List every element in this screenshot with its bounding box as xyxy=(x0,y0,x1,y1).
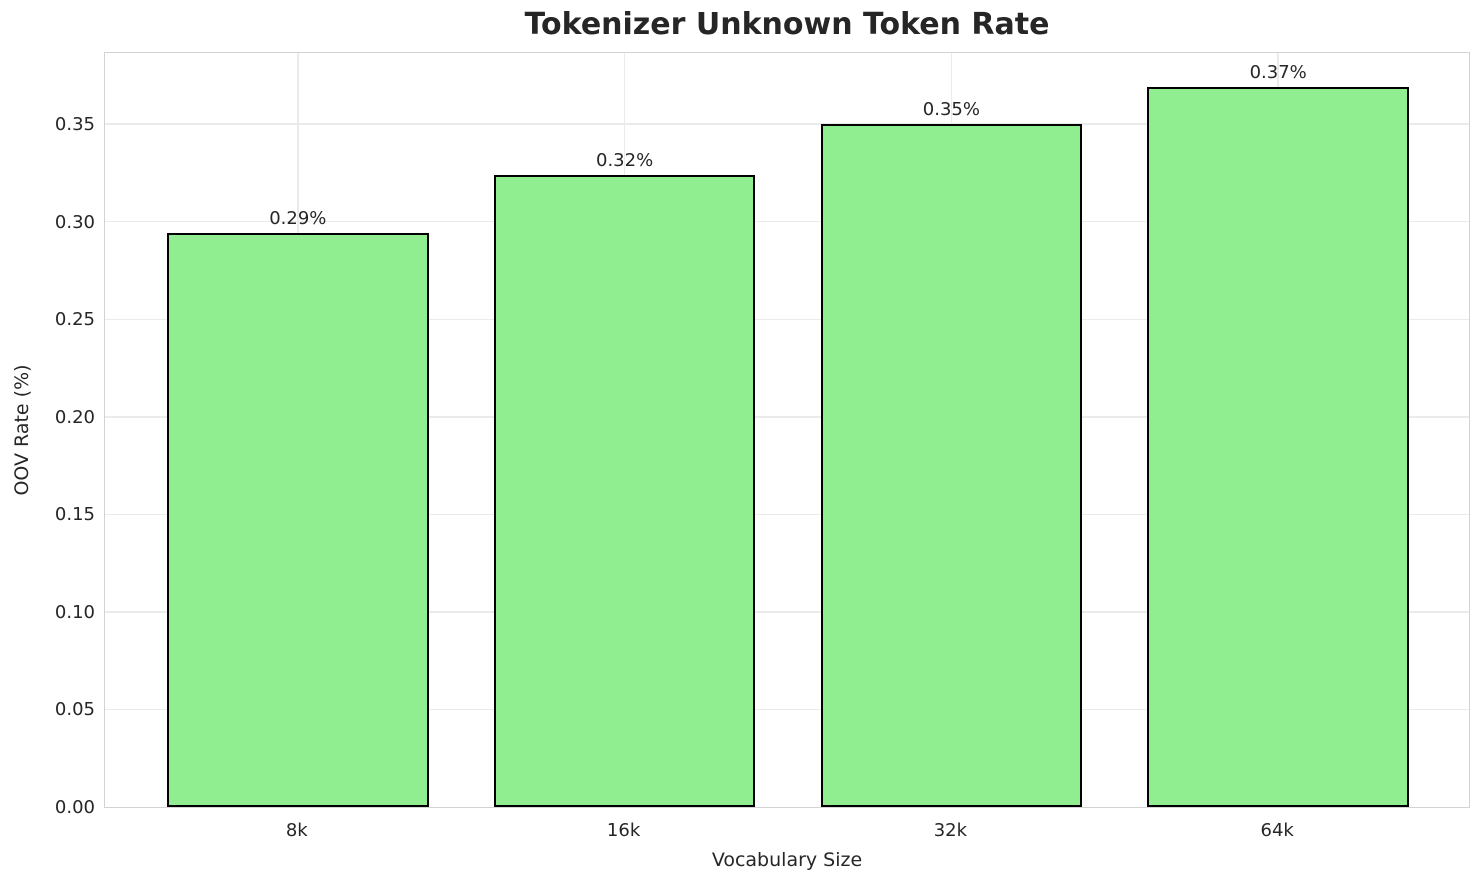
y-tick-label: 0.30 xyxy=(54,211,95,233)
y-tick-label: 0.05 xyxy=(54,699,95,721)
y-tick-label: 0.25 xyxy=(54,309,95,331)
bar-8k xyxy=(167,233,429,807)
chart-title: Tokenizer Unknown Token Rate xyxy=(524,7,1050,42)
y-tick-label: 0.20 xyxy=(54,406,95,428)
x-tick-label: 8k xyxy=(285,820,308,841)
x-tick-label: 16k xyxy=(606,820,641,841)
plot-area: 0.29% 0.32% 0.35% 0.37% xyxy=(104,52,1470,808)
bar-value-label: 0.35% xyxy=(922,99,980,121)
y-tick-label: 0.00 xyxy=(54,797,95,818)
bar-64k xyxy=(1147,87,1409,807)
gridline-horizontal xyxy=(105,123,1469,125)
bar-value-label: 0.37% xyxy=(1249,62,1307,84)
y-axis-title: OOV Rate (%) xyxy=(11,364,33,496)
bar-value-label: 0.32% xyxy=(596,149,654,171)
y-tick-label: 0.10 xyxy=(54,601,95,623)
gridline-horizontal xyxy=(105,513,1469,516)
gridline-horizontal xyxy=(105,416,1469,418)
gridline-horizontal xyxy=(105,220,1469,223)
gridline-horizontal xyxy=(105,611,1469,613)
x-tick-label: 64k xyxy=(1260,820,1294,841)
y-tick-label: 0.35 xyxy=(54,114,95,136)
gridline-horizontal xyxy=(105,708,1469,711)
y-tick-label: 0.15 xyxy=(54,504,95,526)
gridline-horizontal xyxy=(105,318,1469,321)
x-tick-label: 32k xyxy=(933,820,968,841)
bar-32k xyxy=(820,124,1083,807)
x-axis-title: Vocabulary Size xyxy=(711,849,863,871)
bar-value-label: 0.29% xyxy=(269,208,327,230)
bar-16k xyxy=(493,174,756,807)
